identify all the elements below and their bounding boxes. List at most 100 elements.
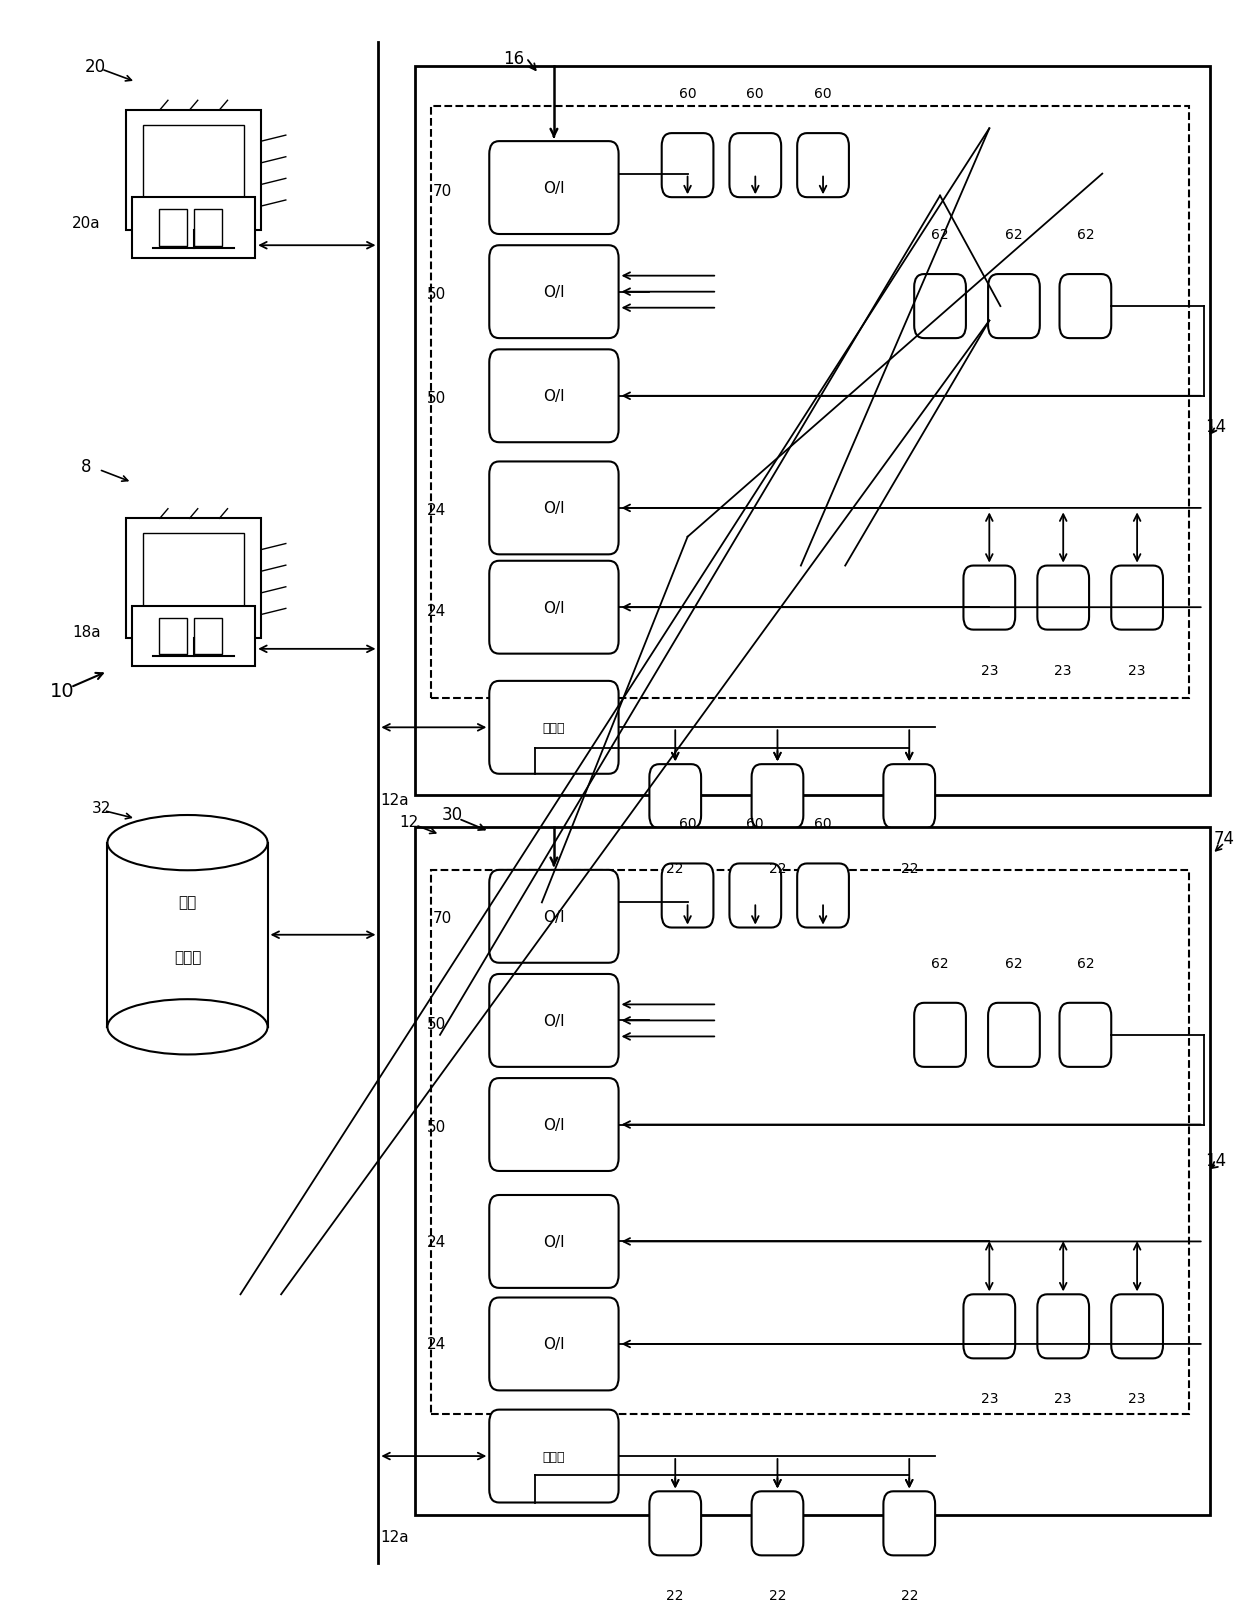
Text: 23: 23	[1128, 1392, 1146, 1406]
Text: 12a: 12a	[381, 1528, 409, 1544]
Text: 23: 23	[1054, 664, 1071, 677]
Text: 24: 24	[427, 604, 446, 619]
FancyBboxPatch shape	[883, 1491, 935, 1556]
FancyBboxPatch shape	[1038, 1295, 1089, 1358]
Text: O/I: O/I	[543, 1014, 564, 1028]
FancyBboxPatch shape	[914, 1003, 966, 1067]
Text: 23: 23	[981, 664, 998, 677]
FancyBboxPatch shape	[490, 561, 619, 654]
FancyBboxPatch shape	[963, 1295, 1016, 1358]
Bar	[193, 211, 222, 247]
FancyBboxPatch shape	[490, 1298, 619, 1390]
Bar	[143, 125, 244, 204]
Bar	[133, 198, 255, 259]
Text: 60: 60	[746, 816, 764, 831]
FancyBboxPatch shape	[490, 681, 619, 775]
Bar	[126, 519, 262, 640]
FancyBboxPatch shape	[1059, 1003, 1111, 1067]
Text: 22: 22	[666, 861, 684, 876]
Text: 32: 32	[92, 800, 112, 815]
FancyBboxPatch shape	[1038, 566, 1089, 630]
FancyBboxPatch shape	[490, 141, 619, 235]
FancyBboxPatch shape	[963, 566, 1016, 630]
Text: 60: 60	[815, 816, 832, 831]
Ellipse shape	[108, 1000, 268, 1054]
Text: 12: 12	[399, 815, 419, 829]
Text: 60: 60	[678, 816, 697, 831]
Text: 70: 70	[433, 911, 453, 926]
FancyBboxPatch shape	[797, 865, 849, 927]
Bar	[133, 606, 255, 667]
Bar	[415, 828, 1210, 1515]
Bar	[193, 619, 222, 656]
Bar	[126, 111, 262, 231]
Text: 60: 60	[678, 87, 697, 101]
FancyBboxPatch shape	[1059, 275, 1111, 339]
Bar	[159, 619, 187, 656]
Text: 14: 14	[1205, 418, 1226, 435]
Text: 20a: 20a	[72, 217, 100, 231]
Text: 鑿傳辭: 鑿傳辭	[543, 1450, 565, 1462]
Text: 24: 24	[427, 1234, 446, 1249]
Text: 12a: 12a	[381, 792, 409, 807]
FancyBboxPatch shape	[751, 765, 804, 829]
Text: 23: 23	[1054, 1392, 1071, 1406]
FancyBboxPatch shape	[650, 765, 701, 829]
Text: 鑿傳辭: 鑿傳辭	[543, 722, 565, 734]
Text: O/I: O/I	[543, 1234, 564, 1249]
Bar	[432, 106, 1189, 699]
Text: O/I: O/I	[543, 182, 564, 196]
Bar	[415, 67, 1210, 795]
Bar	[143, 534, 244, 612]
Text: 62: 62	[1006, 228, 1023, 243]
Text: O/I: O/I	[543, 1117, 564, 1133]
Text: 74: 74	[1214, 829, 1235, 847]
Text: 62: 62	[931, 956, 949, 971]
Text: 20: 20	[84, 58, 105, 76]
Text: 60: 60	[746, 87, 764, 101]
Text: 数据库: 数据库	[174, 950, 201, 964]
FancyBboxPatch shape	[490, 463, 619, 554]
Text: 24: 24	[427, 1337, 446, 1351]
FancyBboxPatch shape	[490, 350, 619, 444]
Text: 16: 16	[503, 50, 525, 67]
FancyBboxPatch shape	[797, 133, 849, 198]
Text: 10: 10	[50, 681, 74, 701]
Text: 配置: 配置	[179, 895, 197, 910]
FancyBboxPatch shape	[662, 133, 713, 198]
Text: 22: 22	[666, 1588, 684, 1602]
Text: 14: 14	[1205, 1151, 1226, 1168]
FancyBboxPatch shape	[490, 871, 619, 963]
FancyBboxPatch shape	[729, 865, 781, 927]
Text: 50: 50	[427, 1017, 446, 1032]
Text: 60: 60	[815, 87, 832, 101]
Text: 62: 62	[1076, 956, 1094, 971]
FancyBboxPatch shape	[1111, 566, 1163, 630]
Text: 23: 23	[1128, 664, 1146, 677]
Ellipse shape	[108, 815, 268, 871]
FancyBboxPatch shape	[914, 275, 966, 339]
Text: 30: 30	[441, 805, 463, 823]
Text: 8: 8	[82, 458, 92, 476]
Text: O/I: O/I	[543, 910, 564, 924]
Text: 24: 24	[427, 503, 446, 517]
FancyBboxPatch shape	[662, 865, 713, 927]
FancyBboxPatch shape	[883, 765, 935, 829]
Text: 22: 22	[769, 861, 786, 876]
FancyBboxPatch shape	[490, 246, 619, 339]
FancyBboxPatch shape	[490, 1078, 619, 1172]
Text: 70: 70	[433, 185, 453, 199]
Text: 62: 62	[1076, 228, 1094, 243]
FancyBboxPatch shape	[490, 1409, 619, 1503]
Text: 18a: 18a	[72, 625, 100, 640]
FancyBboxPatch shape	[1111, 1295, 1163, 1358]
Text: O/I: O/I	[543, 389, 564, 403]
FancyBboxPatch shape	[650, 1491, 701, 1556]
Text: 50: 50	[427, 391, 446, 405]
Text: 23: 23	[981, 1392, 998, 1406]
FancyBboxPatch shape	[751, 1491, 804, 1556]
Text: 62: 62	[1006, 956, 1023, 971]
Text: O/I: O/I	[543, 501, 564, 516]
FancyBboxPatch shape	[490, 1196, 619, 1289]
Text: 50: 50	[427, 286, 446, 302]
